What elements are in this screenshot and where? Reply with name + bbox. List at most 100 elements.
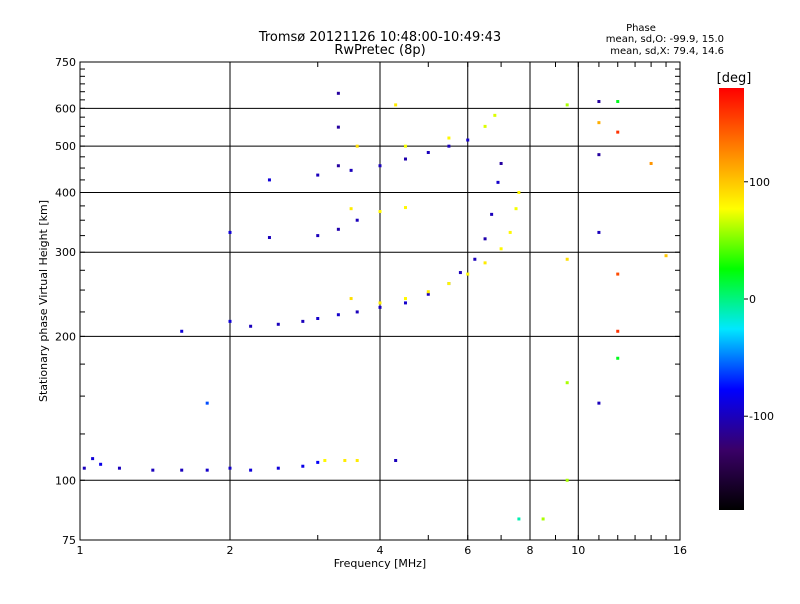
data-point-0-14 xyxy=(355,458,359,462)
data-point-0-32 xyxy=(499,161,503,165)
axis-tick-labels: 1 2 4 6 8 10 16 75 100 200 300 400 500 600 750 xyxy=(55,56,687,557)
data-point-0-33 xyxy=(349,297,353,301)
data-point-0-81 xyxy=(616,329,620,333)
data-point-0-77 xyxy=(597,401,601,405)
data-point-0-85 xyxy=(205,401,209,405)
data-point-0-79 xyxy=(616,130,620,134)
data-point-0-46 xyxy=(349,168,353,172)
phase-o-stats: mean, sd,O: -99.9, 15.0 xyxy=(606,34,724,45)
data-point-0-87 xyxy=(517,517,521,521)
data-point-0-1 xyxy=(91,457,95,461)
data-point-0-83 xyxy=(664,254,668,258)
data-point-0-69 xyxy=(565,103,569,107)
data-point-0-57 xyxy=(483,124,487,128)
y-tick-label: 300 xyxy=(55,246,76,259)
data-point-0-65 xyxy=(355,218,359,222)
data-point-0-11 xyxy=(316,460,320,464)
data-point-0-51 xyxy=(466,138,470,142)
data-point-0-8 xyxy=(249,468,253,472)
data-point-0-66 xyxy=(349,207,353,211)
data-point-0-63 xyxy=(316,234,320,238)
data-point-0-62 xyxy=(267,236,271,240)
data-point-0-44 xyxy=(267,178,271,182)
data-point-0-53 xyxy=(336,125,340,129)
colorbar: [deg] 100 0 -100 xyxy=(717,71,774,510)
y-tick-label: 600 xyxy=(55,102,76,115)
data-point-0-56 xyxy=(447,136,451,140)
data-point-0-36 xyxy=(426,290,430,294)
y-tick-label: 75 xyxy=(62,534,76,547)
data-point-0-21 xyxy=(336,313,340,317)
data-point-0-0 xyxy=(82,466,86,470)
data-point-0-22 xyxy=(355,310,359,314)
data-point-0-48 xyxy=(403,157,407,161)
data-point-0-67 xyxy=(378,210,382,214)
data-point-0-74 xyxy=(597,121,601,125)
data-point-0-49 xyxy=(426,150,430,154)
x-tick-label: 2 xyxy=(227,544,234,557)
y-axis-label: Stationary phase Virtual Height [km] xyxy=(37,200,50,402)
phase-x-stats: mean, sd,X: 79.4, 14.6 xyxy=(610,46,724,57)
x-tick-label: 6 xyxy=(464,544,471,557)
y-tick-label: 200 xyxy=(55,330,76,343)
data-point-0-86 xyxy=(394,458,398,462)
colorbar-tick-label: 0 xyxy=(749,293,756,306)
colorbar-tick-label: -100 xyxy=(749,410,774,423)
data-point-0-70 xyxy=(565,257,569,261)
data-point-0-72 xyxy=(565,478,569,482)
data-point-0-34 xyxy=(378,301,382,305)
data-point-0-15 xyxy=(180,329,184,333)
data-point-0-55 xyxy=(403,144,407,148)
data-point-0-24 xyxy=(403,301,407,305)
data-point-0-29 xyxy=(483,237,487,241)
x-tick-label: 4 xyxy=(377,544,384,557)
data-point-0-19 xyxy=(301,319,305,323)
data-point-0-61 xyxy=(228,230,232,234)
data-point-0-30 xyxy=(490,212,494,216)
data-point-0-60 xyxy=(394,103,398,107)
data-point-0-38 xyxy=(466,272,470,276)
data-point-0-45 xyxy=(316,173,320,177)
data-point-0-75 xyxy=(597,153,601,157)
data-point-0-84 xyxy=(649,161,653,165)
data-point-0-43 xyxy=(517,190,521,194)
data-point-0-58 xyxy=(493,113,497,117)
data-point-0-41 xyxy=(508,230,512,234)
data-point-0-16 xyxy=(228,319,232,323)
y-tick-label: 400 xyxy=(55,186,76,199)
data-point-0-80 xyxy=(616,272,620,276)
data-point-0-47 xyxy=(378,164,382,168)
data-point-0-64 xyxy=(336,227,340,231)
data-point-0-17 xyxy=(249,324,253,328)
x-tick-label: 1 xyxy=(77,544,84,557)
data-point-0-23 xyxy=(378,305,382,309)
data-point-0-20 xyxy=(316,316,320,320)
data-point-0-18 xyxy=(276,322,280,326)
colorbar-tick-label: 100 xyxy=(749,176,770,189)
data-point-0-12 xyxy=(323,458,327,462)
chart-title-line2: RwPretec (8p) xyxy=(334,43,425,58)
data-point-0-3 xyxy=(117,466,121,470)
data-point-0-52 xyxy=(336,164,340,168)
data-point-0-28 xyxy=(473,257,477,261)
chart-title-line1: Tromsø 20121126 10:48:00-10:49:43 xyxy=(258,30,501,45)
data-point-0-59 xyxy=(355,144,359,148)
x-tick-label: 10 xyxy=(571,544,585,557)
data-point-0-4 xyxy=(151,468,155,472)
colorbar-gradient xyxy=(719,88,744,510)
data-point-0-76 xyxy=(597,230,601,234)
data-point-0-27 xyxy=(458,271,462,275)
data-point-0-2 xyxy=(99,462,103,466)
x-axis-label: Frequency [MHz] xyxy=(334,557,426,570)
data-point-0-71 xyxy=(565,381,569,385)
x-tick-label: 8 xyxy=(527,544,534,557)
x-tick-label: 16 xyxy=(673,544,687,557)
data-point-0-6 xyxy=(205,468,209,472)
data-point-0-25 xyxy=(426,292,430,296)
data-point-0-88 xyxy=(541,517,545,521)
data-point-0-82 xyxy=(616,356,620,360)
data-point-0-78 xyxy=(616,100,620,104)
data-point-0-7 xyxy=(228,466,232,470)
